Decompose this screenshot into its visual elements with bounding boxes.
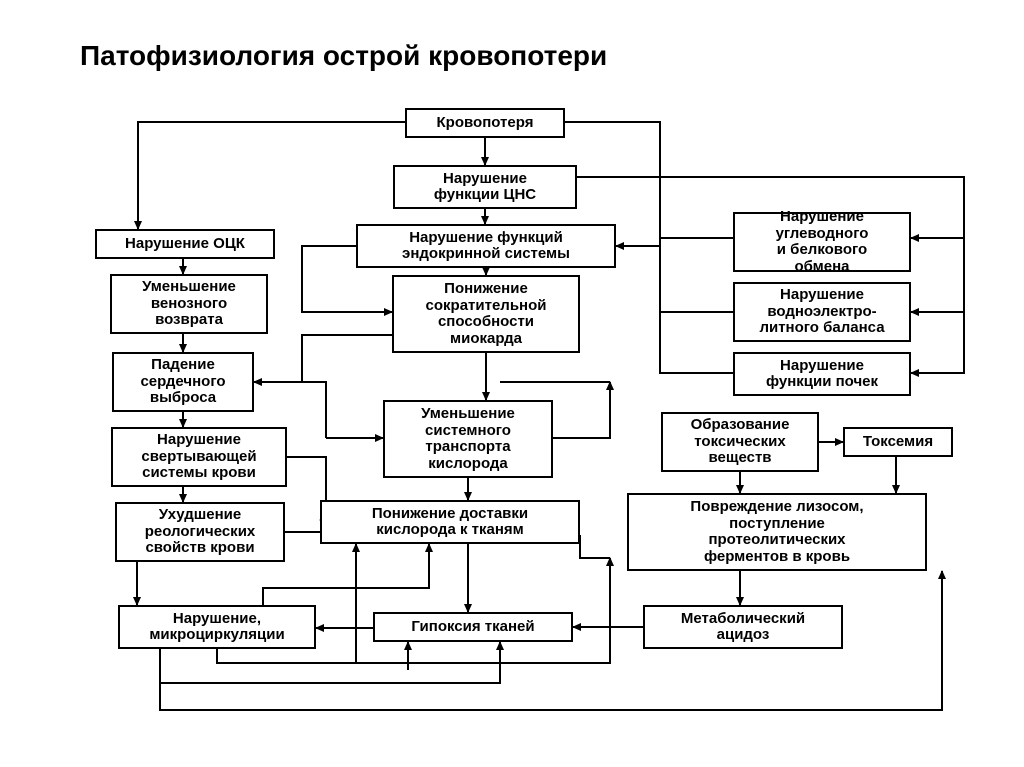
- node-n4: Нарушение функцийэндокринной системы: [356, 224, 616, 268]
- node-n7: Понижениесократительнойспособностимиокар…: [392, 275, 580, 353]
- node-n13: Образованиетоксическихвеществ: [661, 412, 819, 472]
- node-n2: Нарушениефункции ЦНС: [393, 165, 577, 209]
- node-n16: Понижение доставкикислорода к тканям: [320, 500, 580, 544]
- node-n9: Нарушениефункции почек: [733, 352, 911, 396]
- node-n19: Гипоксия тканей: [373, 612, 573, 642]
- node-n15: Ухудшениереологическихсвойств крови: [115, 502, 285, 562]
- node-n10: Падениесердечноговыброса: [112, 352, 254, 412]
- page-title: Патофизиология острой кровопотери: [80, 40, 607, 72]
- node-n1: Кровопотеря: [405, 108, 565, 138]
- flowchart-container: Патофизиология острой кровопотери Кровоп…: [0, 0, 1024, 767]
- node-n18: Нарушение,микроциркуляции: [118, 605, 316, 649]
- node-n17: Повреждение лизосом,поступлениепротеолит…: [627, 493, 927, 571]
- node-n11: Нарушениесвертывающейсистемы крови: [111, 427, 287, 487]
- node-n14: Токсемия: [843, 427, 953, 457]
- node-n8: Нарушениеводноэлектро-литного баланса: [733, 282, 911, 342]
- node-n12: Уменьшениесистемноготранспортакислорода: [383, 400, 553, 478]
- node-n6: Уменьшениевенозноговозврата: [110, 274, 268, 334]
- node-n3: Нарушение ОЦК: [95, 229, 275, 259]
- node-n5: Нарушениеуглеводногои белковогообмена: [733, 212, 911, 272]
- node-n20: Метаболическийацидоз: [643, 605, 843, 649]
